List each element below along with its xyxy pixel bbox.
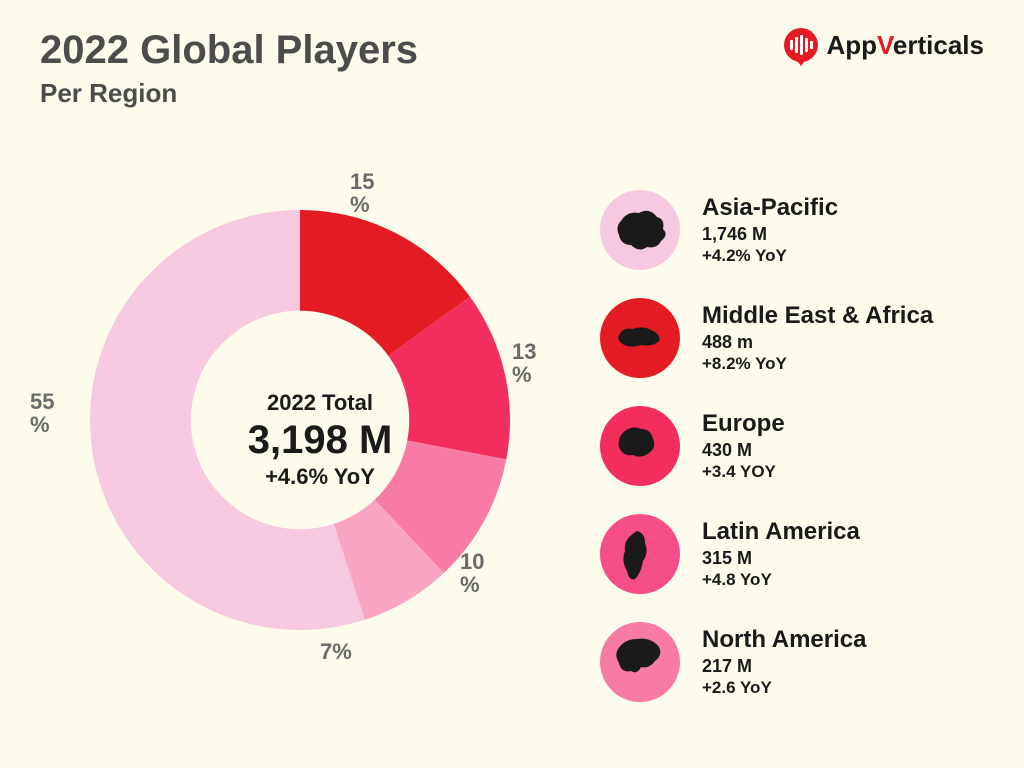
legend-item-mea: Middle East & Africa488 m+8.2% YoY xyxy=(600,298,1000,378)
brand-name-accent: V xyxy=(877,30,893,60)
pct-label-na: 7% xyxy=(320,640,370,663)
region-map-icon xyxy=(600,298,680,378)
region-map-icon xyxy=(600,190,680,270)
page-subtitle: Per Region xyxy=(40,78,418,109)
region-yoy: +8.2% YoY xyxy=(702,354,933,374)
pct-label-la: 10% xyxy=(460,550,510,596)
region-name: Europe xyxy=(702,410,785,439)
region-value: 488 m xyxy=(702,332,933,353)
center-total: 3,198 M xyxy=(220,418,420,462)
brand-name-post: erticals xyxy=(893,30,984,60)
region-map-icon xyxy=(600,622,680,702)
region-yoy: +4.8 YoY xyxy=(702,570,860,590)
header: 2022 Global Players Per Region xyxy=(40,28,418,109)
pct-label-mea: 15% xyxy=(350,170,400,216)
region-value: 1,746 M xyxy=(702,224,838,245)
legend-item-na: North America217 M+2.6 YoY xyxy=(600,622,1000,702)
region-value: 217 M xyxy=(702,656,866,677)
center-year-label: 2022 Total xyxy=(220,390,420,416)
region-yoy: +3.4 YOY xyxy=(702,462,785,482)
region-name: Latin America xyxy=(702,518,860,547)
region-map-icon xyxy=(600,514,680,594)
region-map-icon xyxy=(600,406,680,486)
region-name: Asia-Pacific xyxy=(702,194,838,223)
page-title: 2022 Global Players xyxy=(40,28,418,72)
brand-mark-icon xyxy=(784,28,818,62)
donut-center: 2022 Total 3,198 M +4.6% YoY xyxy=(220,390,420,490)
region-yoy: +2.6 YoY xyxy=(702,678,866,698)
region-name: Middle East & Africa xyxy=(702,302,933,331)
brand-name-pre: App xyxy=(826,30,877,60)
pct-label-eu: 13% xyxy=(512,340,562,386)
donut-chart: 2022 Total 3,198 M +4.6% YoY 15%13%10%7%… xyxy=(60,180,580,700)
brand-logo: AppVerticals xyxy=(784,28,984,62)
pct-label-apac: 55% xyxy=(30,390,80,436)
region-value: 315 M xyxy=(702,548,860,569)
region-yoy: +4.2% YoY xyxy=(702,246,838,266)
region-value: 430 M xyxy=(702,440,785,461)
region-name: North America xyxy=(702,626,866,655)
legend-item-eu: Europe430 M+3.4 YOY xyxy=(600,406,1000,486)
center-yoy: +4.6% YoY xyxy=(220,464,420,490)
legend-item-la: Latin America315 M+4.8 YoY xyxy=(600,514,1000,594)
brand-name: AppVerticals xyxy=(826,30,984,61)
legend: Asia-Pacific1,746 M+4.2% YoY Middle East … xyxy=(600,190,1000,730)
legend-item-apac: Asia-Pacific1,746 M+4.2% YoY xyxy=(600,190,1000,270)
